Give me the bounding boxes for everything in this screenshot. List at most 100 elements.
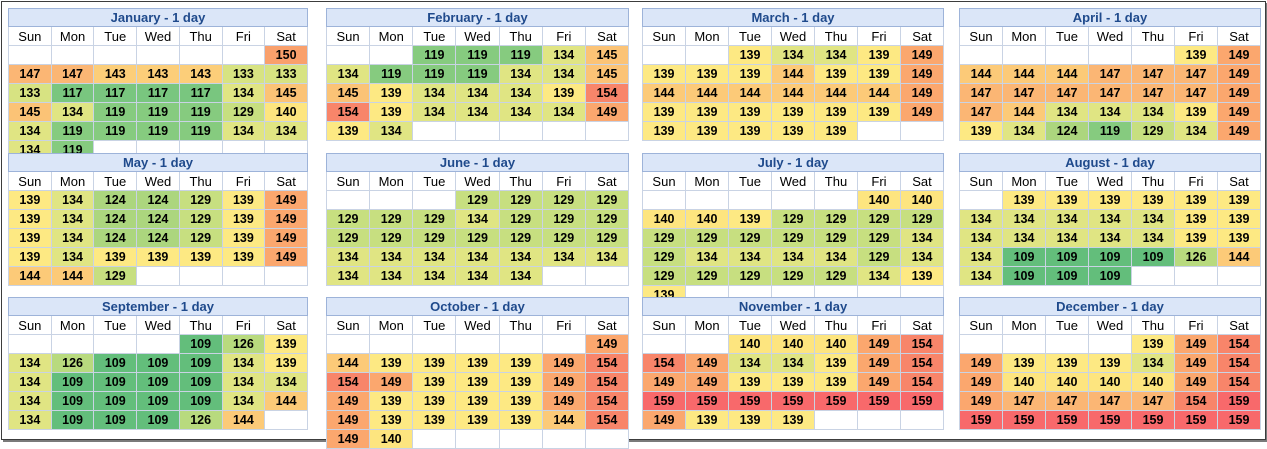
day-cell: 119 — [136, 121, 180, 141]
day-cell: 109 — [93, 372, 138, 392]
weekday-header: Sun — [959, 171, 1003, 191]
day-cell: 149 — [1217, 121, 1261, 141]
day-cell: 129 — [814, 209, 858, 229]
week-row: 145 134 119 119 119 129 140 — [8, 102, 308, 122]
day-cell: 119 — [93, 121, 138, 141]
day-cell: 119 — [178, 121, 223, 141]
day-cell: 139 — [178, 247, 223, 267]
day-cell: 139 — [221, 247, 266, 267]
week-row: 149 139 139 139 139 144 154 — [325, 410, 630, 430]
day-cell: 149 — [325, 391, 371, 411]
day-cell — [584, 121, 630, 141]
day-cell: 149 — [857, 334, 901, 354]
month-table: July - 1 day Sun Mon Tue Wed Thu Fri Sat 140 140 1… — [642, 153, 944, 305]
day-cell: 144 — [221, 410, 266, 430]
weekday-header: Sat — [584, 26, 630, 46]
day-cell: 134 — [325, 266, 371, 286]
day-cell: 139 — [1174, 209, 1218, 229]
day-cell: 139 — [959, 121, 1003, 141]
weekday-header: Sun — [642, 315, 686, 335]
weekday-header: Fri — [1174, 26, 1218, 46]
day-cell: 129 — [541, 209, 586, 229]
day-cell: 139 — [325, 121, 371, 141]
day-cell: 134 — [1045, 102, 1089, 122]
day-cell: 129 — [900, 209, 944, 229]
calendar-december: December - 1 day Sun Mon Tue Wed Thu Fri Sat 139… — [959, 297, 1261, 430]
day-cell: 126 — [1174, 247, 1218, 267]
day-cell: 139 — [771, 372, 815, 392]
month-title: February - 1 day — [326, 8, 629, 27]
weekday-header: Mon — [685, 315, 729, 335]
month-table: June - 1 day Sun Mon Tue Wed Thu Fri Sat 129 129 1… — [325, 153, 630, 286]
day-cell: 159 — [685, 391, 729, 411]
weekday-header: Wed — [771, 171, 815, 191]
weekday-header: Thu — [178, 26, 223, 46]
day-cell: 140 — [264, 102, 308, 122]
weekday-header: Mon — [1002, 26, 1046, 46]
day-cell: 154 — [584, 372, 630, 392]
day-cell: 109 — [178, 372, 223, 392]
day-cell: 134 — [1088, 209, 1132, 229]
day-cell: 149 — [264, 209, 308, 229]
day-cell: 140 — [642, 209, 686, 229]
day-cell — [8, 334, 52, 354]
weekday-header: Sat — [1217, 315, 1261, 335]
day-cell: 129 — [498, 190, 543, 210]
weekday-header: Mon — [50, 26, 95, 46]
day-cell: 119 — [455, 64, 500, 84]
day-cell — [498, 334, 543, 354]
day-cell: 159 — [1131, 410, 1175, 430]
day-cell — [959, 334, 1003, 354]
weekday-header: Fri — [857, 171, 901, 191]
day-cell: 134 — [412, 102, 457, 122]
weekday-header: Tue — [728, 26, 772, 46]
weekday-header: Sun — [325, 171, 371, 191]
weekday-header: Tue — [93, 26, 138, 46]
day-cell: 134 — [264, 372, 308, 392]
calendar-september: September - 1 day Sun Mon Tue Wed Thu Fri Sat 10… — [8, 297, 308, 430]
day-cell: 147 — [1002, 83, 1046, 103]
day-cell: 109 — [136, 353, 180, 373]
day-cell: 144 — [728, 83, 772, 103]
day-cell — [136, 45, 180, 65]
day-cell: 149 — [1217, 83, 1261, 103]
day-cell: 134 — [900, 228, 944, 248]
day-cell: 144 — [685, 83, 729, 103]
day-cell: 129 — [221, 102, 266, 122]
week-row: 139 139 139 139 139 139 — [959, 190, 1261, 210]
day-cell: 159 — [1174, 410, 1218, 430]
week-row: 134 119 119 119 119 134 134 — [8, 121, 308, 141]
weekday-header: Mon — [369, 171, 414, 191]
month-title: May - 1 day — [8, 153, 308, 172]
day-cell — [685, 45, 729, 65]
day-cell: 149 — [1217, 102, 1261, 122]
day-cell: 147 — [1174, 83, 1218, 103]
day-cell — [412, 429, 457, 449]
day-cell: 124 — [93, 228, 138, 248]
weekday-header: Wed — [771, 26, 815, 46]
weekday-header: Wed — [1088, 171, 1132, 191]
day-cell: 143 — [93, 64, 138, 84]
week-row: 149 139 139 139 — [642, 410, 944, 430]
day-cell: 139 — [264, 334, 308, 354]
month-table: August - 1 day Sun Mon Tue Wed Thu Fri Sat 139 13… — [959, 153, 1261, 286]
day-cell: 134 — [1088, 102, 1132, 122]
day-cell: 139 — [857, 45, 901, 65]
calendar-june: June - 1 day Sun Mon Tue Wed Thu Fri Sat 129 129 1… — [325, 153, 630, 286]
day-cell: 144 — [959, 64, 1003, 84]
day-cell: 145 — [8, 102, 52, 122]
day-cell: 140 — [814, 334, 858, 354]
day-cell: 159 — [1088, 410, 1132, 430]
day-cell: 144 — [8, 266, 52, 286]
day-cell: 126 — [221, 334, 266, 354]
week-row: 134 119 119 119 134 134 145 — [325, 64, 630, 84]
day-cell: 139 — [1088, 190, 1132, 210]
day-cell: 139 — [814, 353, 858, 373]
week-row: 134 109 109 109 126 144 — [8, 410, 308, 430]
day-cell: 134 — [584, 247, 630, 267]
day-cell: 149 — [541, 391, 586, 411]
calendar-november: November - 1 day Sun Mon Tue Wed Thu Fri Sat 140… — [642, 297, 944, 430]
day-cell: 154 — [1217, 353, 1261, 373]
week-row: 129 129 129 129 — [325, 190, 630, 210]
